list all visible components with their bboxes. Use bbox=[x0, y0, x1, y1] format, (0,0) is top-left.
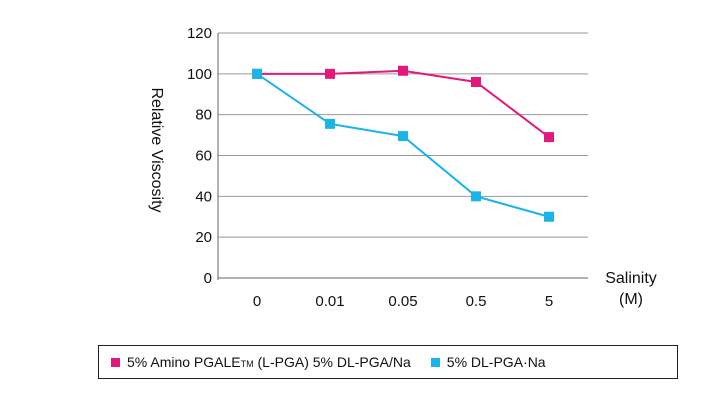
x-axis-title: Salinity bbox=[605, 270, 657, 287]
y-tick-label: 80 bbox=[195, 107, 212, 124]
data-point bbox=[252, 68, 262, 79]
x-tick-label: 0.05 bbox=[388, 293, 417, 310]
series-layer bbox=[252, 65, 554, 222]
x-tick-label: 0.5 bbox=[466, 293, 487, 310]
x-tick-label: 0 bbox=[253, 293, 261, 310]
legend-label-series-1: 5% Amino PGALETM (L-PGA) 5% DL-PGA/Na bbox=[127, 354, 411, 370]
y-tick-label: 0 bbox=[204, 270, 212, 287]
x-tick-labels: 0 0.01 0.05 0.5 5 bbox=[253, 293, 553, 310]
data-point bbox=[325, 68, 335, 79]
data-point bbox=[325, 118, 335, 129]
x-tick-label: 0.01 bbox=[315, 293, 344, 310]
y-tick-label: 120 bbox=[187, 25, 212, 42]
y-tick-label: 40 bbox=[195, 188, 212, 205]
x-axis-unit: (M) bbox=[619, 291, 643, 308]
axes bbox=[217, 33, 588, 280]
x-tick-label: 5 bbox=[545, 293, 553, 310]
legend-swatch-series-1 bbox=[111, 357, 120, 367]
legend-item-series-2: 5% DL-PGA·Na bbox=[430, 354, 546, 370]
series-line bbox=[256, 73, 550, 218]
y-tick-label: 60 bbox=[195, 148, 212, 165]
y-tick-label: 100 bbox=[187, 66, 212, 83]
y-tick-labels: 0 20 40 60 80 100 120 bbox=[187, 25, 212, 287]
y-axis-title: Relative Viscosity bbox=[148, 87, 165, 212]
legend: 5% Amino PGALETM (L-PGA) 5% DL-PGA/Na 5%… bbox=[98, 345, 678, 379]
legend-swatch-series-2 bbox=[430, 357, 440, 367]
y-tick-label: 20 bbox=[195, 229, 212, 246]
data-point bbox=[471, 191, 481, 202]
legend-label-series-2: 5% DL-PGA·Na bbox=[446, 354, 546, 370]
data-point bbox=[544, 211, 554, 222]
series-1 bbox=[252, 65, 554, 143]
data-point bbox=[544, 132, 554, 143]
data-point bbox=[398, 65, 408, 76]
series-2 bbox=[252, 68, 554, 222]
data-point bbox=[398, 131, 408, 142]
legend-item-series-1: 5% Amino PGALETM (L-PGA) 5% DL-PGA/Na bbox=[111, 354, 411, 370]
data-point bbox=[471, 77, 481, 87]
